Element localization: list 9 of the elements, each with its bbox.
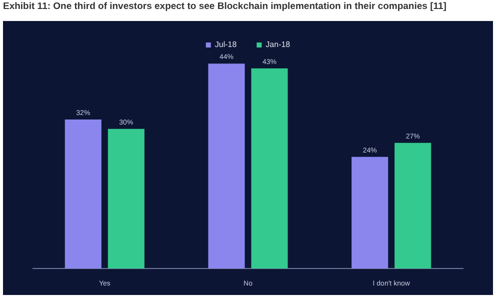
- bar: [208, 64, 245, 269]
- bar: [64, 120, 102, 269]
- legend-label: Jul-18: [214, 40, 238, 50]
- bar: [251, 68, 288, 269]
- legend-label: Jan-18: [266, 40, 291, 50]
- bar: [108, 128, 144, 269]
- bar: [394, 142, 432, 269]
- bar: [352, 156, 388, 269]
- chart-title: Exhibit 11: One third of investors expect to see Blockchain implementation in their companies [11]: [3, 1, 448, 12]
